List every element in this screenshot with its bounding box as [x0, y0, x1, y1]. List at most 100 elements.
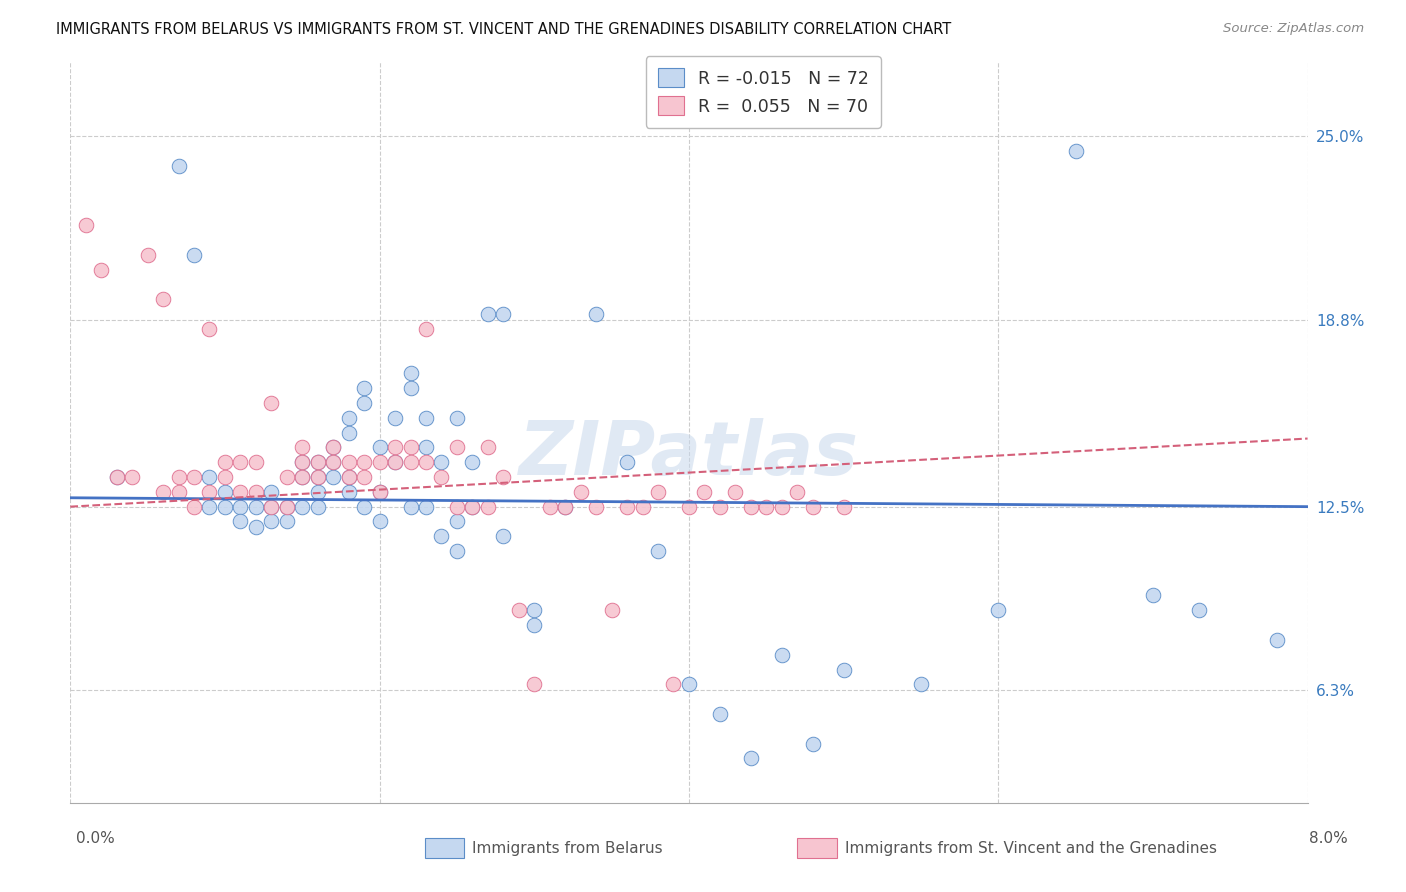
Point [291, 470, 314, 484]
Point [291, 500, 314, 514]
Point [260, 515, 283, 529]
Point [291, 470, 314, 484]
Point [245, 520, 267, 534]
Point [446, 544, 468, 558]
Point [585, 307, 607, 321]
Point [183, 500, 205, 514]
Point [415, 322, 437, 336]
Point [554, 500, 576, 514]
Text: Source: ZipAtlas.com: Source: ZipAtlas.com [1223, 22, 1364, 36]
Point [384, 455, 406, 469]
Point [337, 470, 360, 484]
Point [368, 484, 391, 499]
Point [368, 441, 391, 455]
Point [662, 677, 685, 691]
Point [307, 470, 329, 484]
Point [322, 455, 344, 469]
Text: IMMIGRANTS FROM BELARUS VS IMMIGRANTS FROM ST. VINCENT AND THE GRENADINES DISABI: IMMIGRANTS FROM BELARUS VS IMMIGRANTS FR… [56, 22, 952, 37]
Point [307, 484, 329, 499]
Point [415, 500, 437, 514]
Point [678, 500, 700, 514]
Point [307, 455, 329, 469]
Point [90, 262, 112, 277]
Point [322, 455, 344, 469]
Point [276, 515, 298, 529]
Point [337, 470, 360, 484]
Point [214, 484, 236, 499]
Point [724, 484, 747, 499]
Point [291, 441, 314, 455]
Point [415, 455, 437, 469]
Point [307, 470, 329, 484]
Point [291, 455, 314, 469]
Point [492, 470, 515, 484]
Point [136, 248, 159, 262]
Point [229, 484, 252, 499]
Point [167, 484, 190, 499]
Point [399, 367, 422, 381]
Point [384, 441, 406, 455]
Point [523, 603, 546, 617]
Point [709, 500, 731, 514]
Point [446, 410, 468, 425]
Point [740, 500, 762, 514]
Point [832, 663, 855, 677]
Point [307, 455, 329, 469]
Point [105, 470, 128, 484]
Point [755, 500, 778, 514]
Point [152, 484, 174, 499]
Point [291, 455, 314, 469]
Text: 8.0%: 8.0% [1309, 831, 1348, 846]
Point [770, 648, 793, 662]
Point [245, 455, 267, 469]
Point [569, 484, 592, 499]
Point [461, 500, 484, 514]
Point [75, 219, 97, 233]
Point [693, 484, 716, 499]
Point [260, 500, 283, 514]
Point [786, 484, 808, 499]
Point [183, 248, 205, 262]
Point [987, 603, 1010, 617]
Point [353, 381, 375, 395]
Point [368, 455, 391, 469]
Point [910, 677, 932, 691]
Point [229, 500, 252, 514]
Point [322, 441, 344, 455]
Point [1188, 603, 1211, 617]
Point [337, 410, 360, 425]
Point [801, 737, 824, 751]
Point [508, 603, 530, 617]
Point [523, 618, 546, 632]
Point [492, 307, 515, 321]
Point [477, 441, 499, 455]
Point [368, 484, 391, 499]
Point [631, 500, 654, 514]
Point [801, 500, 824, 514]
Point [616, 500, 638, 514]
Legend: R = -0.015   N = 72, R =  0.055   N = 70: R = -0.015 N = 72, R = 0.055 N = 70 [645, 56, 880, 128]
Point [477, 500, 499, 514]
Point [430, 455, 453, 469]
Point [337, 455, 360, 469]
Point [678, 677, 700, 691]
Point [384, 455, 406, 469]
Point [198, 500, 221, 514]
Point [415, 441, 437, 455]
Point [368, 515, 391, 529]
Point [492, 529, 515, 543]
Point [770, 500, 793, 514]
Text: Immigrants from St. Vincent and the Grenadines: Immigrants from St. Vincent and the Gren… [845, 841, 1218, 855]
Point [461, 500, 484, 514]
Point [105, 470, 128, 484]
Point [709, 706, 731, 721]
Point [384, 410, 406, 425]
Point [399, 455, 422, 469]
Point [353, 470, 375, 484]
Point [832, 500, 855, 514]
Point [229, 455, 252, 469]
Point [616, 455, 638, 469]
Point [198, 322, 221, 336]
Point [337, 484, 360, 499]
Point [554, 500, 576, 514]
